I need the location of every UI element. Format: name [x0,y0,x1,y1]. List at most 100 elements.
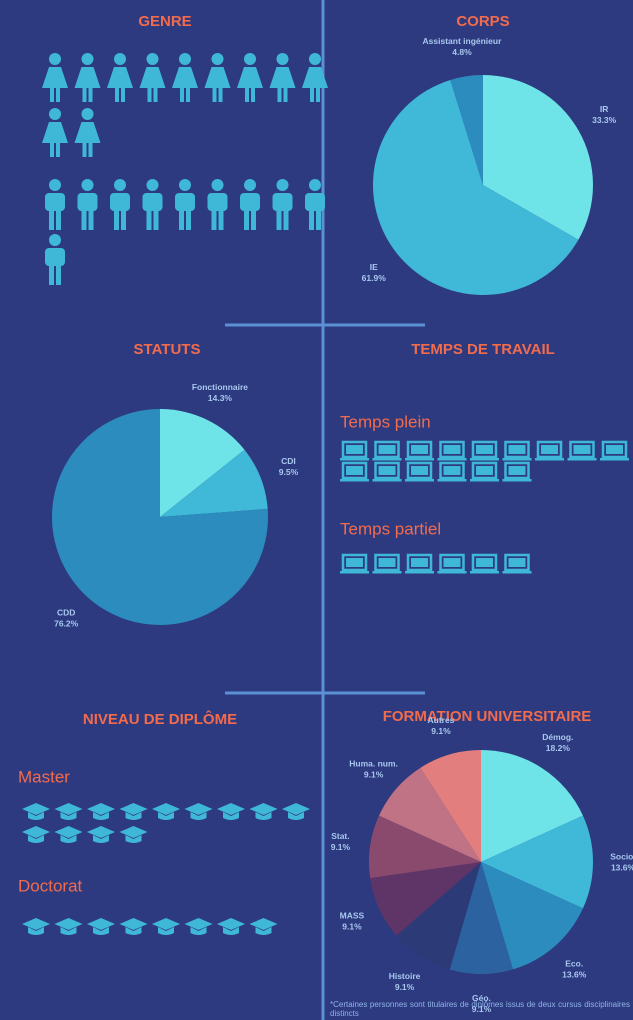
icon [87,918,115,935]
slice-value: 4.8% [452,47,472,57]
screen [406,440,433,459]
base [340,458,369,461]
crown [158,812,174,820]
board [184,803,213,815]
leg [147,88,152,102]
slice-name: Huma. num. [349,758,398,768]
head [114,179,126,191]
base [502,571,532,574]
slice-name: IE [370,262,378,272]
base [372,479,402,482]
crown [60,812,77,820]
screen [374,440,400,459]
leg [283,88,288,102]
crown [255,812,272,820]
base [405,458,434,461]
dress [237,67,263,88]
crown [60,927,77,935]
slice-name: Autres [427,715,454,725]
icon [22,826,50,843]
leg [56,263,61,285]
icon [437,461,467,482]
head [146,179,159,191]
icon [22,918,50,935]
icon [240,179,260,230]
dress [42,122,68,143]
icon [152,918,180,935]
board [152,803,180,815]
slice-name: CDD [57,607,75,617]
crown [125,835,142,843]
board [217,918,245,930]
icon [269,53,296,102]
leg [81,208,87,230]
icon [340,461,369,482]
board [217,803,245,815]
pie-slice [396,862,481,970]
crown [223,927,239,935]
section-title: CORPS [456,13,509,30]
crown [190,927,207,935]
board [119,803,148,815]
head [49,234,61,246]
board [22,826,50,838]
icon [110,179,130,230]
icon [184,918,213,935]
crown [255,927,272,935]
icon [152,803,180,820]
crown [93,835,109,843]
head [309,53,321,65]
leg [50,88,54,102]
body [240,193,260,211]
body [110,193,130,211]
head [211,53,224,65]
head [276,53,289,65]
slice-value: 33.3% [592,115,617,125]
base [502,458,532,461]
slice-name: Géo. [472,993,491,1003]
icon [372,440,402,461]
slice-name: Histoire [389,971,421,981]
screen [504,461,530,480]
board [22,918,50,930]
slice-value: 76.2% [54,618,79,628]
dress [74,122,101,143]
crown [28,812,44,820]
icon [119,826,148,843]
icon [470,553,499,574]
head [49,179,61,191]
category-label: Master [18,767,70,786]
leg [121,208,126,230]
icon [372,553,402,574]
icon [87,803,115,820]
pie-slice [449,862,513,974]
head [146,53,159,65]
slice-name: IR [600,104,609,114]
slice-value: 9.1% [472,1004,492,1014]
dress [74,67,101,88]
leg [56,208,61,230]
screen [601,440,628,459]
head [179,179,191,191]
section-title: GENRE [138,13,191,30]
dress [269,67,296,88]
head [309,179,321,191]
leg [316,208,321,230]
slice-value: 9.5% [279,467,299,477]
icon [405,440,434,461]
leg [211,208,217,230]
icon [470,440,499,461]
crown [288,812,304,820]
board [22,803,50,815]
icon [437,553,467,574]
body [45,193,65,211]
pie-slice [481,815,593,909]
leg [50,143,54,157]
icon [600,440,629,461]
leg [186,88,190,102]
leg [245,88,249,102]
icon [139,53,166,102]
icon [340,553,369,574]
icon [77,179,98,230]
screen [374,553,400,572]
